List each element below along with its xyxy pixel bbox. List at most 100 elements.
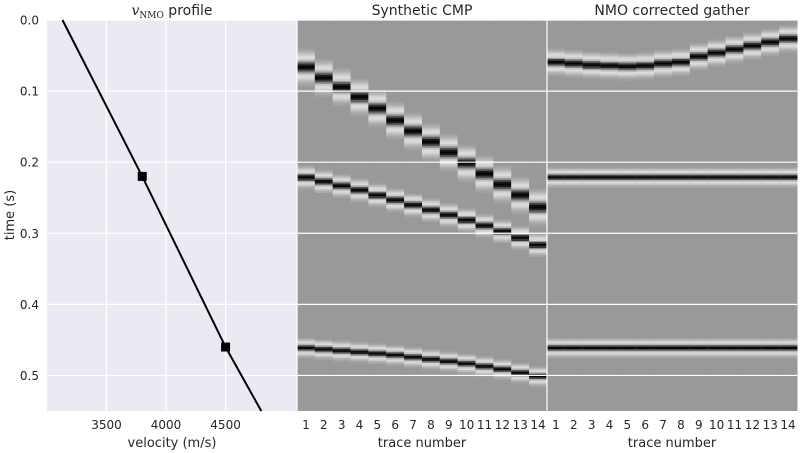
nmo-sample bbox=[689, 50, 709, 53]
nmo-sample bbox=[725, 169, 744, 172]
cmp-sample bbox=[529, 188, 548, 192]
cmp-sample bbox=[511, 368, 530, 371]
cmp-sample bbox=[511, 190, 530, 193]
velocity-title-symbol: v bbox=[131, 3, 139, 19]
cmp-sample bbox=[511, 211, 530, 215]
nmo-sample bbox=[672, 347, 691, 350]
cmp-sample bbox=[386, 123, 405, 126]
cmp-sample bbox=[332, 73, 352, 76]
cmp-sample bbox=[529, 208, 548, 211]
cmp-sample bbox=[386, 105, 405, 108]
nmo-sample bbox=[779, 167, 798, 170]
nmo-sample bbox=[779, 43, 798, 46]
nmo-sample bbox=[689, 176, 709, 179]
cmp-sample bbox=[368, 361, 387, 364]
nmo-sample bbox=[636, 75, 655, 78]
nmo-sample bbox=[743, 350, 762, 353]
cmp-sample bbox=[529, 197, 548, 201]
velocity-tick-label: 4000 bbox=[151, 418, 182, 432]
cmp-sample bbox=[297, 185, 316, 188]
cmp-sample bbox=[297, 178, 316, 181]
nmo-sample bbox=[707, 179, 727, 183]
cmp-sample bbox=[332, 92, 352, 96]
nmo-sample bbox=[582, 341, 602, 345]
nmo-sample bbox=[779, 174, 798, 177]
cmp-sample bbox=[368, 195, 387, 199]
nmo-sample bbox=[564, 60, 584, 64]
nmo-sample bbox=[564, 183, 584, 186]
cmp-sample bbox=[404, 131, 423, 135]
nmo-sample bbox=[547, 51, 566, 55]
nmo-sample bbox=[547, 50, 566, 53]
nmo-sample bbox=[707, 345, 727, 348]
nmo-sample bbox=[743, 348, 762, 352]
nmo-sample bbox=[564, 69, 584, 73]
nmo-sample bbox=[761, 348, 780, 352]
cmp-sample bbox=[368, 359, 387, 362]
cmp-sample bbox=[422, 219, 441, 222]
cmp-sample bbox=[350, 108, 369, 112]
nmo-sample bbox=[761, 183, 780, 186]
cmp-sample bbox=[511, 192, 530, 195]
cmp-sample bbox=[332, 347, 352, 350]
nmo-sample bbox=[761, 347, 780, 350]
nmo-sample bbox=[725, 48, 744, 51]
nmo-sample bbox=[725, 179, 744, 183]
cmp-tick-label: 13 bbox=[513, 418, 528, 432]
nmo-sample bbox=[600, 181, 619, 185]
nmo-sample bbox=[779, 178, 798, 181]
cmp-sample bbox=[314, 187, 334, 190]
cmp-sample bbox=[297, 59, 316, 62]
cmp-sample bbox=[493, 229, 512, 233]
time-tick-label: 0.1 bbox=[20, 85, 39, 99]
cmp-sample bbox=[404, 359, 423, 362]
nmo-sample bbox=[654, 75, 673, 78]
cmp-sample bbox=[314, 190, 334, 193]
cmp-sample bbox=[386, 110, 405, 114]
cmp-sample bbox=[457, 151, 477, 154]
nmo-sample bbox=[636, 66, 655, 69]
cmp-sample bbox=[439, 167, 459, 170]
cmp-sample bbox=[529, 206, 548, 209]
nmo-sample bbox=[618, 350, 637, 353]
nmo-sample bbox=[725, 181, 744, 185]
cmp-sample bbox=[511, 176, 530, 179]
cmp-sample bbox=[511, 195, 530, 199]
cmp-sample bbox=[529, 204, 548, 208]
cmp-sample bbox=[350, 347, 369, 350]
cmp-sample bbox=[332, 348, 352, 352]
nmo-sample bbox=[743, 176, 762, 179]
cmp-sample bbox=[332, 87, 352, 90]
nmo-sample bbox=[600, 347, 619, 350]
nmo-sample bbox=[761, 339, 780, 343]
cmp-sample bbox=[386, 101, 405, 105]
cmp-trace-bg bbox=[314, 20, 334, 411]
nmo-sample bbox=[672, 178, 691, 181]
cmp-sample bbox=[368, 91, 387, 94]
nmo-sample bbox=[582, 76, 602, 80]
nmo-sample bbox=[654, 347, 673, 350]
nmo-sample bbox=[654, 73, 673, 76]
cmp-sample bbox=[297, 50, 316, 53]
nmo-sample bbox=[636, 181, 655, 185]
nmo-sample bbox=[689, 339, 709, 343]
cmp-sample bbox=[350, 114, 369, 117]
nmo-tick-label: 2 bbox=[570, 418, 578, 432]
cmp-sample bbox=[493, 174, 512, 177]
cmp-sample bbox=[404, 364, 423, 368]
nmo-sample bbox=[618, 169, 637, 172]
cmp-sample bbox=[368, 121, 387, 124]
velocity-title-text: profile bbox=[164, 3, 213, 19]
cmp-sample bbox=[529, 203, 548, 206]
cmp-sample bbox=[529, 210, 548, 213]
cmp-sample bbox=[368, 92, 387, 96]
cmp-sample bbox=[422, 153, 441, 156]
cmp-sample bbox=[493, 364, 512, 368]
cmp-sample bbox=[475, 165, 494, 169]
cmp-sample bbox=[297, 171, 316, 174]
cmp-sample bbox=[386, 203, 405, 206]
cmp-sample bbox=[422, 151, 441, 154]
nmo-sample bbox=[636, 350, 655, 353]
nmo-sample bbox=[636, 62, 655, 66]
nmo-sample bbox=[761, 28, 780, 32]
